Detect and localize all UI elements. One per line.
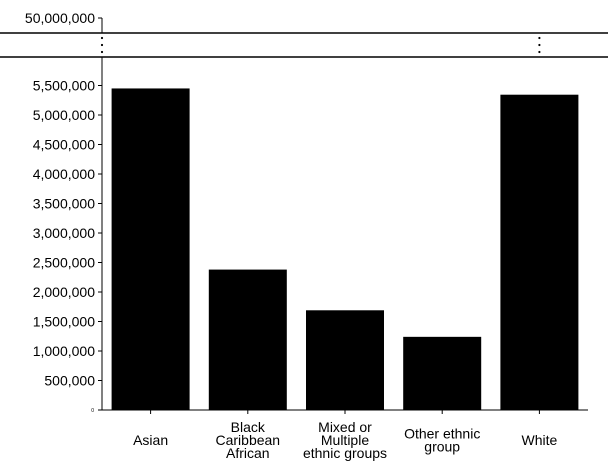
x-tick-label: Asian <box>133 432 168 448</box>
x-tick-label-line: ethnic groups <box>303 445 387 461</box>
break-gap <box>0 34 608 56</box>
y-tick-label: 5,000,000 <box>33 107 95 123</box>
break-dot <box>100 36 104 40</box>
x-tick-label-line: Multiple <box>321 432 369 448</box>
y-tick-label: 3,000,000 <box>33 225 95 241</box>
break-dot <box>538 50 541 54</box>
x-tick-label-line: Black <box>231 419 266 435</box>
x-tick-label: Black Caribbean African <box>215 419 280 461</box>
y-tick-label: 2,500,000 <box>33 255 95 271</box>
y-tick-label: 3,500,000 <box>33 196 95 212</box>
x-tick-label-line: group <box>424 439 460 455</box>
y-tick-label: 50,000,000 <box>25 10 95 26</box>
y-tick-label: 1,000,000 <box>33 343 95 359</box>
y-tick-label: 500,000 <box>44 373 95 389</box>
x-tick-label-line: Asian <box>133 432 168 448</box>
x-tick-label-line: White <box>522 432 558 448</box>
bar <box>208 269 287 410</box>
y-tick-label: 4,500,000 <box>33 137 95 153</box>
y-tick-label: 2,000,000 <box>33 284 95 300</box>
bar <box>306 310 384 410</box>
y-tick-label: 5,500,000 <box>33 78 95 94</box>
x-tick-label: Mixed or Multiple ethnic groups <box>303 419 387 461</box>
y-tick-label: 0 <box>91 408 94 414</box>
x-tick-label-line: Mixed or <box>318 419 372 435</box>
break-dot <box>538 43 541 47</box>
bar <box>403 336 482 410</box>
x-tick-label-line: Other ethnic <box>404 426 480 442</box>
x-tick-label: Other ethnic group <box>404 426 480 455</box>
x-tick-label-line: Caribbean <box>215 432 280 448</box>
x-tick-label-line: African <box>226 445 270 461</box>
break-dot <box>100 43 104 47</box>
x-axis: Asian Black Caribbean African Mixed or Multip… <box>102 409 588 461</box>
break-dot <box>100 50 104 54</box>
bars <box>111 88 579 410</box>
x-tick-label: White <box>522 432 558 448</box>
y-tick-label: 4,000,000 <box>33 166 95 182</box>
bar <box>500 94 579 410</box>
axis-break-band <box>0 32 608 58</box>
axis-break-dots <box>0 34 608 56</box>
y-axis: 0 500,000 1,000,000 1,500,000 2,000,000 2,500… <box>25 10 103 414</box>
break-dot <box>538 36 541 40</box>
bar <box>111 88 190 410</box>
y-tick-label: 1,500,000 <box>33 314 95 330</box>
